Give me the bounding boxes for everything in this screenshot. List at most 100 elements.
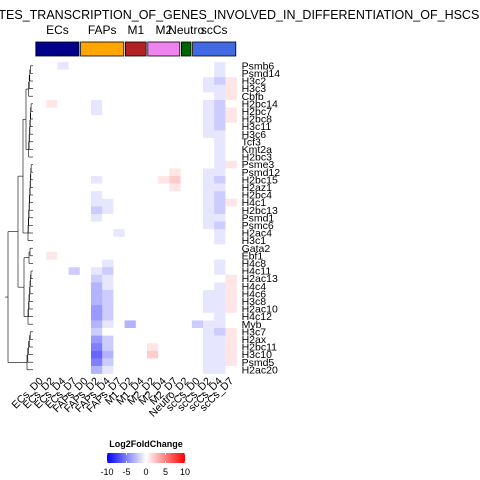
row-label: H3c3 xyxy=(242,83,267,95)
heatmap-cell xyxy=(35,252,47,260)
heatmap-cell xyxy=(158,343,170,352)
heatmap-cell xyxy=(57,107,69,116)
heatmap-cell xyxy=(57,290,69,298)
heatmap-cell xyxy=(124,153,137,162)
heatmap-cell xyxy=(79,320,92,329)
heatmap-cell xyxy=(68,343,81,352)
heatmap-cell xyxy=(135,350,148,359)
heatmap-cell xyxy=(79,130,92,139)
heatmap-cell xyxy=(169,168,181,177)
heatmap-cell xyxy=(35,282,47,291)
heatmap-cell xyxy=(46,236,58,245)
heatmap-cell xyxy=(35,191,47,200)
heatmap-cell xyxy=(113,282,125,291)
heatmap-cell xyxy=(91,312,103,321)
heatmap-cell xyxy=(135,176,148,184)
heatmap-cell xyxy=(102,244,114,253)
row-label: H4c6 xyxy=(242,288,267,300)
heatmap-cell xyxy=(79,305,92,314)
heatmap-cell xyxy=(214,100,226,108)
heatmap-cell xyxy=(57,297,69,306)
heatmap-cell xyxy=(102,69,114,78)
heatmap-cell xyxy=(113,350,125,359)
heatmap-cell xyxy=(191,198,204,207)
heatmap-cell xyxy=(113,62,125,70)
row-label: H3c6 xyxy=(242,129,267,141)
heatmap-cell xyxy=(158,100,170,108)
heatmap-cell xyxy=(158,122,170,131)
heatmap-cell xyxy=(57,122,69,131)
heatmap-cell xyxy=(46,176,58,184)
heatmap-cell xyxy=(203,290,215,298)
heatmap-cell xyxy=(191,343,204,352)
heatmap-cell xyxy=(135,274,148,283)
heatmap-cell xyxy=(35,236,47,245)
heatmap-cell xyxy=(135,290,148,298)
heatmap-cell xyxy=(225,244,237,253)
heatmap-cell xyxy=(35,92,47,101)
heatmap-cell xyxy=(102,366,114,374)
legend-gradient xyxy=(107,453,185,463)
heatmap-cell xyxy=(46,282,58,291)
heatmap-cell xyxy=(180,130,193,139)
heatmap-cell xyxy=(203,138,215,146)
heatmap-cell xyxy=(135,183,148,192)
heatmap-cell xyxy=(214,297,226,306)
heatmap-cell xyxy=(214,168,226,177)
heatmap-cell xyxy=(35,328,47,336)
heatmap-cell xyxy=(158,77,170,86)
group-label-ecs: ECs xyxy=(46,23,69,37)
group-bar-neutro xyxy=(180,41,192,57)
row-label: H2ac20 xyxy=(242,364,278,376)
heatmap-cell xyxy=(158,350,170,359)
heatmap-cell xyxy=(191,62,204,70)
heatmap-cell xyxy=(147,198,159,207)
row-label: H3c10 xyxy=(242,349,273,361)
heatmap-cell xyxy=(79,100,92,108)
heatmap-cell xyxy=(169,259,181,268)
heatmap-cell xyxy=(57,366,69,374)
heatmap-cell xyxy=(191,214,204,222)
heatmap-cell xyxy=(225,115,237,124)
heatmap-cell xyxy=(214,320,226,329)
heatmap-cell xyxy=(203,244,215,253)
heatmap-cell xyxy=(57,145,69,154)
heatmap-cell xyxy=(113,297,125,306)
heatmap-cell xyxy=(57,358,69,367)
heatmap-cell xyxy=(91,77,103,86)
heatmap-cell xyxy=(79,358,92,367)
heatmap-cell xyxy=(214,160,226,169)
heatmap-cell xyxy=(35,221,47,230)
heatmap-cell xyxy=(158,274,170,283)
heatmap-cell xyxy=(57,69,69,78)
heatmap-cell xyxy=(180,335,193,344)
heatmap-cell xyxy=(124,267,137,276)
heatmap-cell xyxy=(68,358,81,367)
heatmap-cell xyxy=(203,274,215,283)
heatmap-cell xyxy=(191,176,204,184)
heatmap-cell xyxy=(225,77,237,86)
heatmap-cell xyxy=(46,145,58,154)
heatmap-cell xyxy=(169,236,181,245)
heatmap-cell xyxy=(102,358,114,367)
heatmap-cell xyxy=(46,77,58,86)
heatmap-cell xyxy=(35,366,47,374)
heatmap-cell xyxy=(124,343,137,352)
heatmap-cell xyxy=(46,343,58,352)
heatmap-cell xyxy=(57,328,69,336)
heatmap-cell xyxy=(135,92,148,101)
heatmap-cell xyxy=(191,77,204,86)
heatmap-cell xyxy=(203,206,215,215)
heatmap-cell xyxy=(113,122,125,131)
heatmap-cell xyxy=(79,198,92,207)
heatmap-cell xyxy=(203,69,215,78)
heatmap-cell xyxy=(57,312,69,321)
heatmap-cell xyxy=(79,290,92,298)
heatmap-cell xyxy=(124,214,137,222)
heatmap-cell xyxy=(169,107,181,116)
heatmap-cell xyxy=(124,366,137,374)
heatmap-cell xyxy=(135,252,148,260)
heatmap-cell xyxy=(91,343,103,352)
heatmap-cell xyxy=(203,107,215,116)
heatmap-cell xyxy=(91,160,103,169)
